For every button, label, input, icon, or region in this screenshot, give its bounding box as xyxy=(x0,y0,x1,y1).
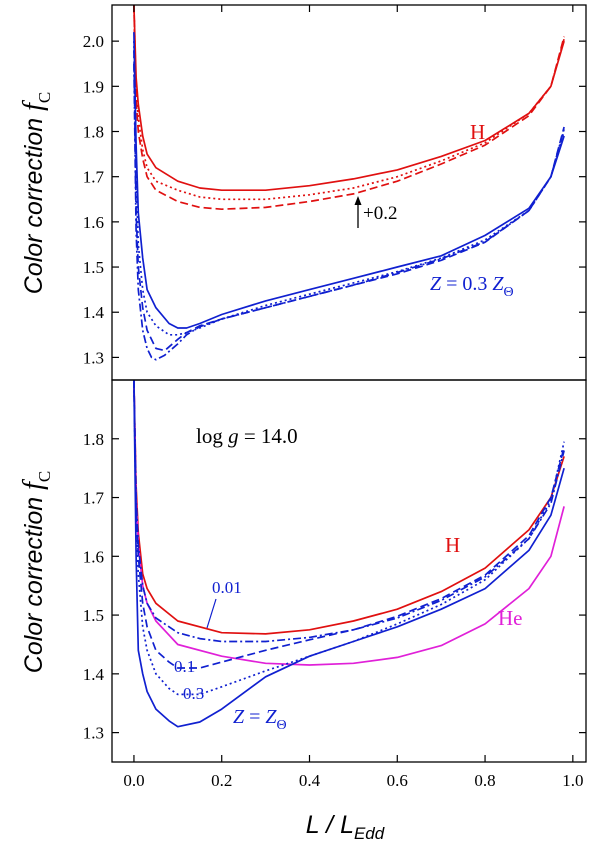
top-y-ticks: 1.3 1.4 1.5 1.6 1.7 1.8 1.9 2.0 xyxy=(83,32,586,367)
top-y-tick-label: 1.8 xyxy=(83,123,104,142)
bottom-y-tick-label: 1.6 xyxy=(83,547,104,566)
bottom-label-h: H xyxy=(445,533,460,557)
label-z-001: 0.01 xyxy=(212,578,242,597)
bottom-series-h xyxy=(133,380,565,635)
top-y-tick-label: 1.4 xyxy=(83,303,105,322)
top-y-tick-label: 1.6 xyxy=(83,213,104,232)
top-series-h-solid xyxy=(133,5,565,192)
bottom-series-z-0-01 xyxy=(133,380,565,643)
x-tick-label: 1.0 xyxy=(562,771,583,790)
top-curves xyxy=(133,5,565,361)
top-series-z-dash-dot xyxy=(133,63,565,361)
bottom-z-label: Z = ZΘ xyxy=(233,706,287,733)
bottom-series-z-0-03 xyxy=(133,380,565,669)
x-ticks: 0.0 0.2 0.4 0.6 0.8 1.0 xyxy=(123,5,583,790)
bottom-series-z-solar xyxy=(133,380,565,728)
label-z-001-pointer xyxy=(206,598,217,629)
top-series-z-dotted xyxy=(133,41,565,336)
top-y-tick-label: 1.7 xyxy=(83,168,105,187)
shift-arrow-head xyxy=(354,196,362,205)
label-z-03: 0.3 xyxy=(183,684,204,703)
bottom-y-ticks: 1.3 1.4 1.5 1.6 1.7 1.8 xyxy=(83,430,586,743)
bottom-y-tick-label: 1.8 xyxy=(83,430,104,449)
bottom-panel: 1.3 1.4 1.5 1.6 1.7 1.8 0.0 0.2 0.4 0.6 0.8 1.0 Co… xyxy=(18,5,587,842)
top-series-z-dashed xyxy=(133,50,565,352)
bottom-y-axis-title: Color correction fC xyxy=(18,471,54,674)
top-series-h-dashed xyxy=(133,5,565,211)
top-y-tick-label: 1.9 xyxy=(83,77,104,96)
bottom-y-tick-label: 1.3 xyxy=(83,724,104,743)
top-z-label: Z = 0.3 ZΘ xyxy=(430,273,514,300)
bottom-frame xyxy=(111,379,587,763)
top-series-z-solid xyxy=(133,32,565,329)
x-tick-label: 0.2 xyxy=(211,771,232,790)
x-tick-label: 0.0 xyxy=(123,771,144,790)
logg-label: log g = 14.0 xyxy=(196,424,298,448)
shift-label: +0.2 xyxy=(363,203,397,224)
x-axis-title: L / LEdd xyxy=(306,811,385,842)
bottom-y-tick-label: 1.7 xyxy=(83,489,105,508)
bottom-y-tick-label: 1.5 xyxy=(83,606,104,625)
label-z-01: 0.1 xyxy=(174,657,195,676)
top-y-tick-label: 1.5 xyxy=(83,258,104,277)
bottom-curves xyxy=(133,380,565,728)
bottom-series-z-0-1 xyxy=(133,380,565,696)
top-series-h-dotted xyxy=(133,5,565,201)
top-frame xyxy=(111,4,587,381)
top-y-axis-title: Color correction fC xyxy=(18,92,54,295)
bottom-y-tick-label: 1.4 xyxy=(83,665,105,684)
top-label-h: H xyxy=(470,120,485,144)
top-panel: 1.3 1.4 1.5 1.6 1.7 1.8 1.9 2.0 Color correctio… xyxy=(18,4,587,381)
bottom-label-he: He xyxy=(498,606,523,630)
x-tick-label: 0.4 xyxy=(299,771,321,790)
x-tick-label: 0.6 xyxy=(387,771,408,790)
x-tick-label: 0.8 xyxy=(474,771,495,790)
top-y-tick-label: 2.0 xyxy=(83,32,104,51)
top-y-tick-label: 1.3 xyxy=(83,348,104,367)
